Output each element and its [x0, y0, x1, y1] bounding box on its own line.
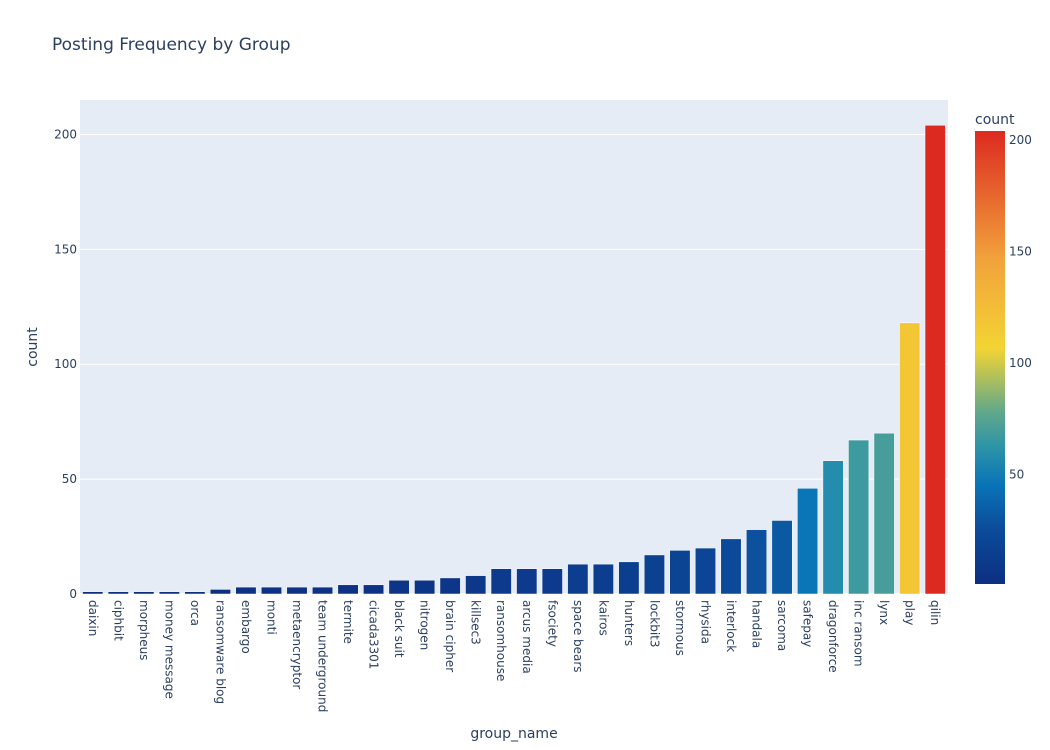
- bar-money-message: [158, 591, 180, 595]
- bar-rhysida: [695, 547, 716, 595]
- x-tick-label: monti: [264, 600, 278, 635]
- x-tick-label: play: [903, 600, 917, 625]
- x-tick-label: ransomware blog: [213, 600, 227, 704]
- chart-title: Posting Frequency by Group: [52, 35, 291, 55]
- bar-killsec3: [465, 575, 487, 595]
- bar-safepay: [797, 488, 819, 595]
- x-tick-label: dragonforce: [826, 600, 840, 673]
- bar-embargo: [235, 586, 257, 595]
- x-tick-label: metaencryptor: [290, 600, 304, 689]
- bar-kairos: [592, 563, 614, 595]
- colorbar: count 50 100 150 200: [975, 112, 1032, 584]
- x-tick-label: orca: [188, 600, 202, 626]
- y-tick-label: 150: [54, 242, 77, 256]
- x-tick-label: cicada3301: [367, 600, 381, 669]
- colorbar-tick-label: 150: [1009, 245, 1032, 259]
- x-tick-label: lynx: [877, 600, 891, 625]
- bar-cicada3301: [363, 584, 385, 595]
- x-tick-label: inc ransom: [852, 600, 866, 667]
- bar-termite: [337, 584, 359, 595]
- y-axis-title: count: [25, 327, 41, 367]
- bar-arcus-media: [516, 568, 538, 595]
- bar-hunters: [618, 561, 640, 595]
- x-tick-label: lockbit3: [647, 600, 661, 648]
- x-tick-label: daixin: [86, 600, 100, 636]
- bar-brain-cipher: [439, 577, 461, 595]
- colorbar-title: count: [975, 112, 1015, 128]
- x-tick-label: kairos: [596, 600, 610, 636]
- x-axis: daixin ciphbit morpheus money message orca ra…: [86, 600, 942, 712]
- x-tick-label: ciphbit: [111, 600, 125, 641]
- colorbar-tick-label: 200: [1009, 133, 1032, 147]
- bar-inc-ransom: [848, 439, 870, 595]
- bar-team-underground: [312, 586, 333, 595]
- x-tick-label: embargo: [239, 600, 253, 654]
- x-tick-label: hunters: [622, 600, 636, 646]
- bar-qilin: [924, 125, 946, 595]
- x-tick-label: qilin: [928, 600, 942, 625]
- bar-interlock: [720, 538, 742, 595]
- bars: [82, 125, 946, 595]
- y-tick-label: 200: [54, 127, 77, 141]
- bar-stormous: [669, 550, 691, 595]
- bar-fsociety: [541, 568, 563, 595]
- x-tick-label: black suit: [392, 600, 406, 658]
- x-tick-label: space bears: [571, 600, 585, 673]
- bar-play: [899, 322, 921, 595]
- bar-ransomware-blog: [209, 589, 231, 595]
- bar-daixin: [82, 591, 104, 595]
- x-tick-label: interlock: [724, 600, 738, 652]
- x-axis-title: group_name: [470, 726, 557, 742]
- bar-ciphbit: [107, 591, 129, 595]
- x-tick-label: killsec3: [469, 600, 483, 645]
- y-tick-label: 0: [69, 587, 77, 601]
- x-tick-label: brain cipher: [443, 600, 457, 672]
- x-tick-label: fsociety: [545, 600, 559, 647]
- bar-ransomhouse: [490, 568, 512, 595]
- bar-sarcoma: [771, 520, 793, 595]
- colorbar-ticks: 50 100 150 200: [1009, 133, 1032, 482]
- x-tick-label: nitrogen: [418, 600, 432, 650]
- x-tick-label: team underground: [316, 600, 330, 712]
- bar-handala: [746, 529, 767, 595]
- x-tick-label: stormous: [673, 600, 687, 656]
- bar-morpheus: [133, 591, 155, 595]
- bar-lockbit3: [643, 554, 665, 595]
- x-tick-label: ransomhouse: [494, 600, 508, 681]
- bar-space-bears: [567, 563, 589, 595]
- y-tick-label: 50: [62, 472, 77, 486]
- x-tick-label: money message: [162, 600, 176, 699]
- bar-black-suit: [388, 579, 410, 595]
- bar-dragonforce: [822, 460, 844, 595]
- colorbar-tick-label: 100: [1009, 356, 1032, 370]
- y-tick-label: 100: [54, 357, 77, 371]
- x-tick-label: termite: [341, 600, 355, 644]
- y-axis: 0 50 100 150 200: [54, 127, 77, 601]
- x-tick-label: handala: [750, 600, 764, 648]
- x-tick-label: morpheus: [137, 600, 151, 660]
- x-tick-label: arcus media: [520, 600, 534, 674]
- x-tick-label: sarcoma: [775, 600, 789, 651]
- bar-lynx: [873, 432, 895, 595]
- bar-nitrogen: [414, 579, 436, 595]
- x-tick-label: rhysida: [698, 600, 712, 644]
- bar-orca: [184, 591, 206, 595]
- x-tick-label: safepay: [801, 600, 815, 647]
- bar-metaencryptor: [286, 586, 308, 595]
- colorbar-tick-label: 50: [1009, 468, 1024, 482]
- colorbar-gradient: [975, 131, 1005, 584]
- bar-monti: [261, 586, 282, 595]
